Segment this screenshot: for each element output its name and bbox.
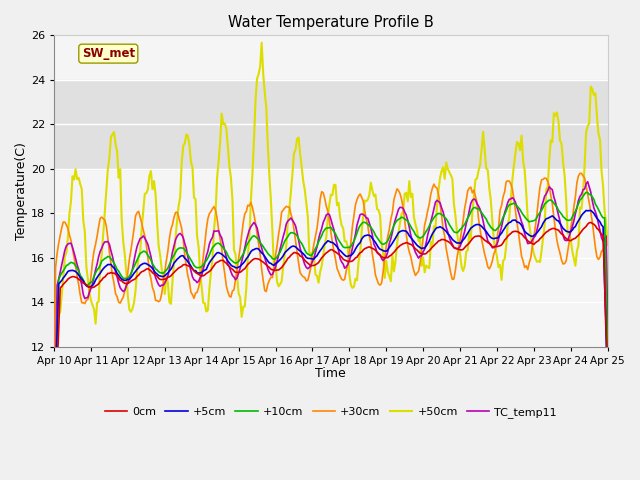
+50cm [369,188,376,193]
+5cm [536,226,544,232]
Line: +50cm: +50cm [54,43,608,324]
Line: +30cm: +30cm [54,173,608,390]
+30cm [65,232,73,238]
+50cm [155,243,163,249]
TC_temp11 [536,212,544,217]
+50cm [540,235,547,241]
+50cm [92,321,99,326]
+50cm [387,278,395,284]
TC_temp11 [65,240,73,246]
+5cm [384,247,392,253]
0cm [396,243,404,249]
Line: 0cm: 0cm [54,222,608,452]
Line: +5cm: +5cm [54,210,608,427]
Bar [54,80,608,169]
+5cm [604,391,612,396]
0cm [50,449,58,455]
+50cm [65,211,73,217]
Line: +10cm: +10cm [54,192,608,450]
+10cm [396,216,404,221]
+10cm [582,190,590,195]
TC_temp11 [396,204,404,210]
+5cm [65,268,73,274]
TC_temp11 [153,278,161,284]
TC_temp11 [584,179,591,185]
+5cm [396,228,404,234]
+30cm [384,233,392,239]
Text: SW_met: SW_met [82,47,135,60]
Y-axis label: Temperature(C): Temperature(C) [15,142,28,240]
0cm [65,275,73,281]
+50cm [604,242,612,248]
+10cm [65,261,73,266]
+30cm [536,184,544,190]
+30cm [396,191,404,197]
Title: Water Temperature Profile B: Water Temperature Profile B [228,15,434,30]
Legend: 0cm, +5cm, +10cm, +30cm, +50cm, TC_temp11: 0cm, +5cm, +10cm, +30cm, +50cm, TC_temp1… [100,402,561,422]
X-axis label: Time: Time [316,367,346,380]
+30cm [153,298,161,303]
+30cm [576,170,584,176]
TC_temp11 [50,451,58,456]
+30cm [604,357,612,362]
Line: TC_temp11: TC_temp11 [54,182,608,454]
+10cm [365,223,373,228]
+10cm [536,210,544,216]
+5cm [587,207,595,213]
0cm [153,273,161,279]
+10cm [50,447,58,453]
TC_temp11 [604,325,612,331]
+10cm [153,267,161,273]
0cm [384,255,392,261]
+10cm [604,348,612,353]
+30cm [50,387,58,393]
0cm [365,244,373,250]
+5cm [50,424,58,430]
+50cm [258,40,266,46]
0cm [587,219,595,225]
+30cm [365,233,373,239]
TC_temp11 [384,249,392,255]
+10cm [384,238,392,244]
+50cm [50,300,58,306]
TC_temp11 [365,220,373,226]
+50cm [399,209,407,215]
+5cm [153,271,161,277]
+5cm [365,232,373,238]
0cm [536,236,544,241]
0cm [604,376,612,382]
